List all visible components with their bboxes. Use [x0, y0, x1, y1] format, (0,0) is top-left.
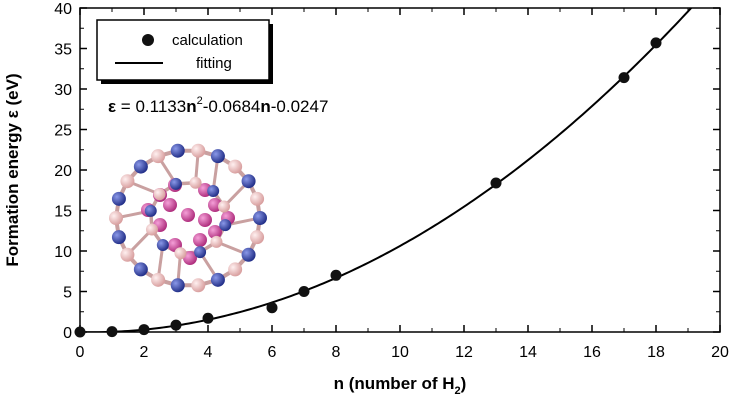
- data-point: [170, 319, 182, 331]
- nitrogen-atom: [151, 149, 166, 164]
- boron-atom: [133, 262, 148, 277]
- nitrogen-atom: [218, 200, 231, 213]
- data-point: [106, 326, 118, 338]
- y-axis-title: Formation energy ε (eV): [3, 73, 22, 266]
- nitrogen-atom: [250, 230, 265, 245]
- nitrogen-atom: [151, 272, 166, 287]
- nitrogen-atom: [250, 191, 265, 206]
- legend-box: [96, 19, 270, 81]
- data-point: [298, 286, 310, 297]
- y-tick-label: 40: [54, 1, 72, 18]
- boron-atom: [210, 272, 225, 287]
- boron-atom: [241, 247, 256, 262]
- legend-point-marker: [142, 34, 154, 46]
- nitrogen-atom: [191, 143, 206, 158]
- data-point: [618, 72, 630, 84]
- y-tick-label: 30: [54, 82, 72, 99]
- nitrogen-atom: [189, 176, 202, 189]
- y-tick-label: 5: [63, 285, 72, 302]
- x-tick-label: 0: [76, 344, 85, 361]
- hydrogen-atom: [163, 198, 177, 212]
- x-tick-label: 20: [711, 344, 729, 361]
- data-points: [74, 37, 662, 338]
- boron-atom: [219, 219, 232, 232]
- hydrogen-atom: [183, 251, 197, 265]
- data-point: [330, 269, 342, 281]
- fit-curve: [80, 8, 693, 332]
- hydrogen-atom: [193, 233, 207, 247]
- nitrogen-atom: [145, 223, 158, 236]
- nitrogen-atom: [228, 159, 243, 174]
- x-tick-label: 6: [268, 344, 277, 361]
- x-tick-label: 4: [204, 344, 213, 361]
- y-tick-label: 35: [54, 42, 72, 59]
- bn-cage-molecule-icon: [101, 128, 282, 300]
- x-tick-label: 12: [455, 344, 473, 361]
- data-point: [202, 312, 214, 324]
- nitrogen-atom: [120, 247, 135, 262]
- boron-atom: [111, 230, 126, 245]
- hydrogen-atom: [181, 208, 195, 222]
- y-tick-label: 15: [54, 204, 72, 221]
- y-tick-label: 20: [54, 163, 72, 180]
- nitrogen-atom: [191, 278, 206, 293]
- nitrogen-atom: [228, 262, 243, 277]
- nitrogen-atom: [109, 211, 123, 225]
- nitrogen-atom: [120, 174, 135, 189]
- boron-atom: [170, 143, 185, 158]
- boron-atom: [210, 149, 225, 164]
- y-tick-label: 10: [54, 244, 72, 261]
- boron-atom: [241, 174, 256, 189]
- data-point: [74, 326, 86, 338]
- x-tick-label: 14: [519, 344, 537, 361]
- y-tick-label: 25: [54, 123, 72, 140]
- x-axis-title: n (number of H2): [334, 374, 467, 397]
- boron-atom: [253, 211, 267, 225]
- x-tick-labels: 0 2 4 6 8 10 12 14 16 18 20: [76, 344, 729, 361]
- hydrogen-atom: [198, 213, 212, 227]
- boron-atom: [194, 246, 207, 259]
- molecule-atoms: [109, 143, 267, 293]
- legend-label-calculation: calculation: [172, 32, 243, 49]
- x-tick-label: 8: [332, 344, 341, 361]
- nitrogen-atom: [153, 188, 166, 201]
- x-tick-label: 18: [647, 344, 665, 361]
- boron-atom: [170, 278, 185, 293]
- data-point: [490, 177, 502, 189]
- legend: calculation fitting: [96, 19, 273, 84]
- nitrogen-atom: [174, 247, 187, 260]
- boron-atom: [111, 191, 126, 206]
- data-point: [138, 324, 150, 336]
- x-tick-label: 10: [391, 344, 409, 361]
- nitrogen-atom: [210, 235, 223, 248]
- boron-atom: [144, 204, 157, 217]
- boron-atom: [169, 177, 182, 190]
- hydrogen-atom: [208, 225, 222, 239]
- legend-label-fitting: fitting: [196, 55, 232, 72]
- fit-equation: ε = 0.1133n2-0.0684n-0.0247: [108, 95, 328, 116]
- axis-ticks: [79, 7, 721, 333]
- x-tick-label: 2: [140, 344, 149, 361]
- x-tick-label: 16: [583, 344, 601, 361]
- data-point: [650, 37, 662, 49]
- y-tick-labels: 0 5 10 15 20 25 30 35 40: [54, 1, 72, 342]
- boron-atom: [156, 238, 169, 251]
- boron-atom: [133, 159, 148, 174]
- boron-atom: [207, 185, 220, 198]
- data-point: [266, 302, 278, 314]
- y-tick-label: 0: [63, 325, 72, 342]
